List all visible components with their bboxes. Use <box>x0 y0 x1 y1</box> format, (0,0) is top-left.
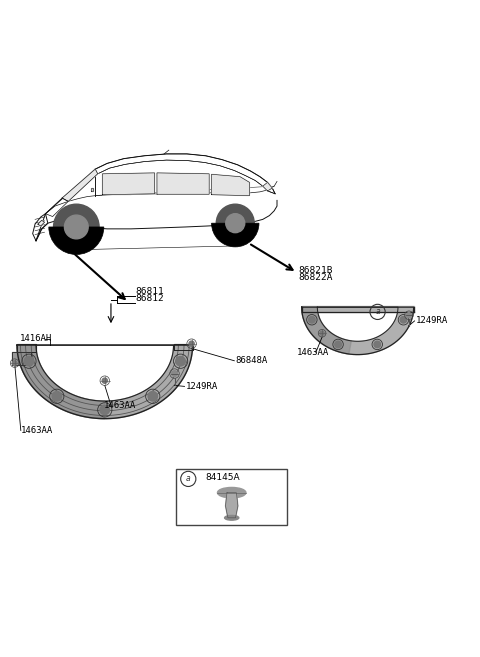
Text: a: a <box>186 474 191 484</box>
Polygon shape <box>17 344 36 352</box>
FancyBboxPatch shape <box>176 469 288 526</box>
Circle shape <box>374 341 381 348</box>
Wedge shape <box>49 227 104 254</box>
Circle shape <box>148 392 157 401</box>
Circle shape <box>176 357 185 366</box>
Circle shape <box>24 357 34 366</box>
Polygon shape <box>46 198 68 217</box>
Circle shape <box>216 204 254 242</box>
Polygon shape <box>62 169 97 201</box>
Text: 84145A: 84145A <box>205 474 240 482</box>
Circle shape <box>54 204 99 250</box>
Circle shape <box>52 392 61 401</box>
Wedge shape <box>212 223 259 247</box>
Polygon shape <box>226 493 238 518</box>
Text: 1463AA: 1463AA <box>103 401 136 410</box>
Text: 1416AH: 1416AH <box>20 334 52 344</box>
Polygon shape <box>174 344 192 350</box>
Polygon shape <box>157 173 209 194</box>
Polygon shape <box>12 352 31 365</box>
Circle shape <box>400 317 407 323</box>
Circle shape <box>100 405 109 415</box>
Polygon shape <box>17 345 105 419</box>
Polygon shape <box>33 214 48 240</box>
Text: 1463AA: 1463AA <box>297 348 329 357</box>
Polygon shape <box>263 183 272 191</box>
Text: a: a <box>375 307 380 317</box>
Ellipse shape <box>225 516 239 520</box>
Polygon shape <box>301 307 351 354</box>
Circle shape <box>189 341 194 346</box>
Circle shape <box>102 378 108 383</box>
Text: 86821B: 86821B <box>299 266 333 275</box>
Circle shape <box>407 313 411 318</box>
Circle shape <box>309 317 315 323</box>
Polygon shape <box>38 220 45 226</box>
Circle shape <box>226 214 245 233</box>
Polygon shape <box>96 154 275 194</box>
Text: 1463AA: 1463AA <box>21 426 53 435</box>
Text: 86811: 86811 <box>136 287 164 296</box>
Text: 86812: 86812 <box>136 294 164 303</box>
Text: 1249RA: 1249RA <box>416 317 448 325</box>
Text: 86848A: 86848A <box>235 356 267 365</box>
Text: 86822A: 86822A <box>299 273 333 282</box>
Circle shape <box>172 371 178 376</box>
Text: 1249RA: 1249RA <box>185 382 218 391</box>
Circle shape <box>12 361 17 365</box>
Circle shape <box>64 215 88 239</box>
Polygon shape <box>17 345 192 419</box>
Polygon shape <box>301 306 414 312</box>
Circle shape <box>335 341 341 348</box>
Polygon shape <box>212 174 250 196</box>
Ellipse shape <box>217 487 246 498</box>
Polygon shape <box>301 307 414 355</box>
Polygon shape <box>102 173 155 194</box>
Circle shape <box>320 331 324 335</box>
Polygon shape <box>91 188 93 191</box>
